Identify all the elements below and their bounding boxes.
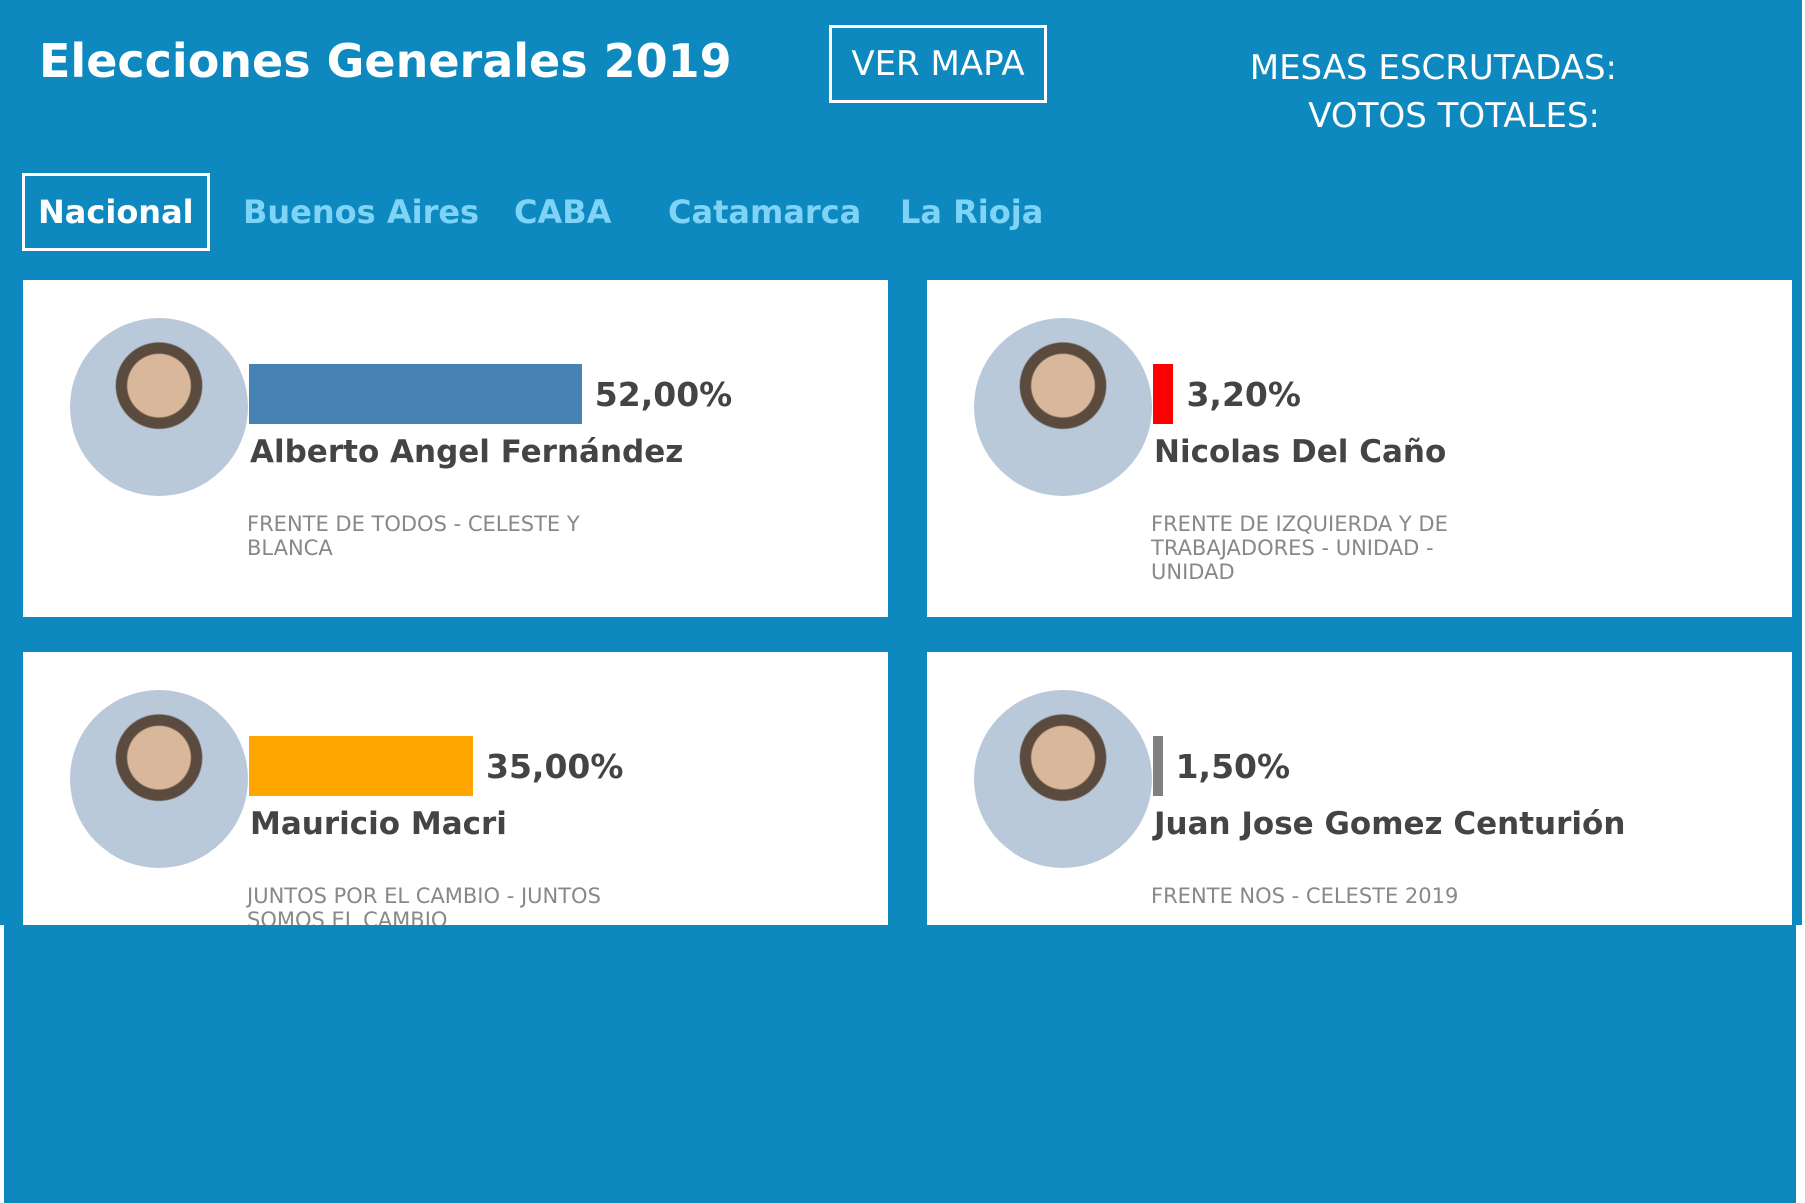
candidate-card: 52,00% Alberto Angel Fernández FRENTE DE T… [23, 280, 888, 617]
party-name: FRENTE NOS - CELESTE 2019 [1151, 884, 1459, 908]
vote-bar [249, 364, 582, 424]
party-name: FRENTE DE IZQUIERDA Y DE TRABAJADORES - … [1151, 512, 1448, 584]
candidate-photo [974, 318, 1152, 496]
background [4, 925, 1796, 1203]
vote-bar [1153, 736, 1163, 796]
candidate-photo [70, 690, 248, 868]
tab[interactable]: La Rioja [900, 193, 1044, 231]
candidate-card: 3,20% Nicolas Del Caño FRENTE DE IZQUIERDA… [927, 280, 1792, 617]
candidate-name: Mauricio Macri [250, 806, 507, 842]
candidate-photo [70, 318, 248, 496]
map-button[interactable]: VER MAPA [829, 25, 1047, 103]
candidate-card: 1,50% Juan Jose Gomez Centurión FRENTE NOS… [927, 652, 1792, 925]
vote-percent: 52,00% [594, 374, 733, 414]
tab[interactable]: CABA [514, 193, 612, 231]
vote-bar [1153, 364, 1174, 424]
tab[interactable]: Buenos Aires [243, 193, 480, 231]
candidate-card: 35,00% Mauricio Macri JUNTOS POR EL CAMBIO… [23, 652, 888, 925]
tab[interactable]: Catamarca [668, 193, 862, 231]
stat-label: MESAS ESCRUTADAS: [1249, 48, 1617, 88]
party-name: JUNTOS POR EL CAMBIO - JUNTOS SOMOS EL C… [247, 884, 601, 925]
candidate-photo [974, 690, 1152, 868]
vote-percent: 3,20% [1186, 374, 1301, 414]
candidate-name: Alberto Angel Fernández [250, 434, 684, 470]
candidate-name: Nicolas Del Caño [1154, 434, 1447, 470]
stat-label: VOTOS TOTALES: [1308, 96, 1600, 136]
page-title: Elecciones Generales 2019 [39, 34, 732, 88]
party-name: FRENTE DE TODOS - CELESTE Y BLANCA [247, 512, 580, 560]
vote-bar [249, 736, 473, 796]
vote-percent: 35,00% [486, 746, 624, 786]
vote-percent: 1,50% [1175, 746, 1291, 786]
tab[interactable]: Nacional [22, 173, 210, 251]
candidate-name: Juan Jose Gomez Centurión [1154, 806, 1626, 842]
